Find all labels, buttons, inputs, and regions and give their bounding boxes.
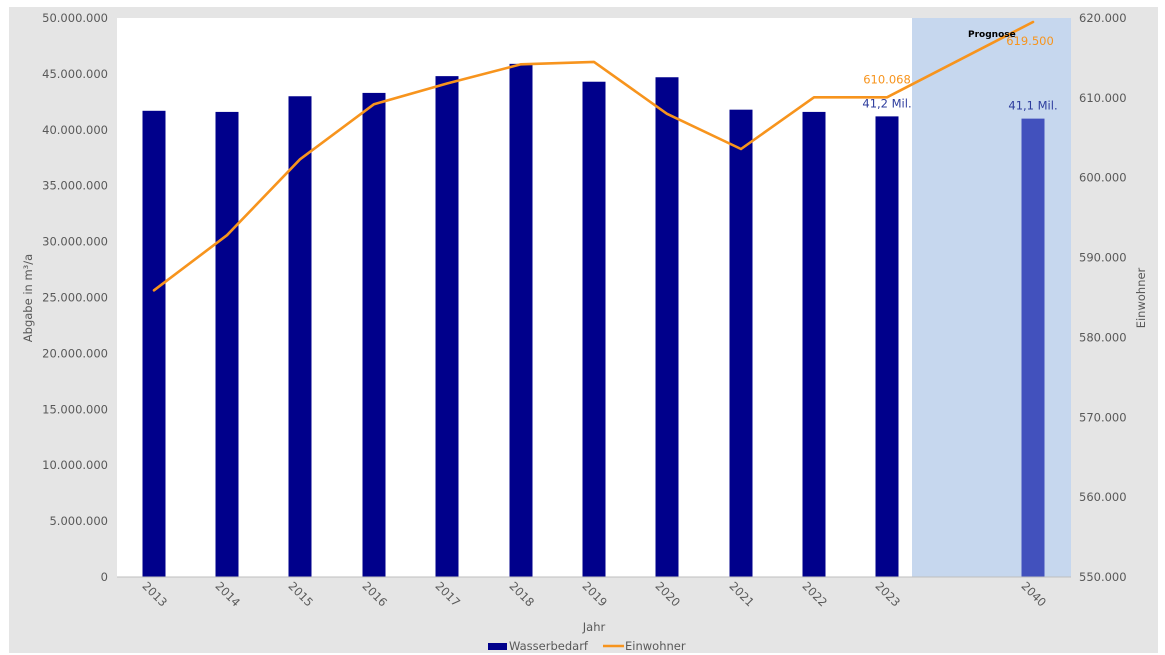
bar-2018 [509, 63, 533, 577]
bar-2019 [582, 81, 606, 577]
y-left-tick-label: 30.000.000 [42, 235, 108, 249]
legend-swatch-wasserbedarf [488, 643, 507, 650]
einwohner-line [152, 20, 1035, 292]
y-right-tick-label: 620.000 [1079, 11, 1127, 25]
bar-2017 [435, 76, 459, 578]
y-right-tick-label: 590.000 [1079, 251, 1127, 265]
bar-2016 [362, 92, 386, 577]
y-left-tick-label: 15.000.000 [42, 402, 108, 416]
y-left-tick-label: 35.000.000 [42, 179, 108, 193]
data-label-wasserbedarf-2023: 41,2 Mil. [862, 96, 911, 110]
y-right-tick-label: 560.000 [1079, 490, 1127, 504]
legend-label-wasserbedarf: Wasserbedarf [509, 639, 589, 653]
bars [142, 63, 1045, 578]
y-left-tick-label: 50.000.000 [42, 11, 108, 25]
bar-2022 [802, 111, 826, 578]
y-axis-right-title: Einwohner [1134, 267, 1148, 328]
bar-2020 [655, 77, 679, 577]
y-right-tick-label: 550.000 [1079, 570, 1127, 584]
y-left-tick-label: 5.000.000 [49, 514, 108, 528]
y-left-tick-label: 25.000.000 [42, 291, 108, 305]
y-left-tick-label: 10.000.000 [42, 458, 108, 472]
y-right-tick-label: 580.000 [1079, 330, 1127, 344]
y-axis-left: 0 5.000.000 10.000.000 15.000.000 20.000.000… [42, 11, 108, 584]
y-right-tick-label: 610.000 [1079, 91, 1127, 105]
y-axis-right: 550.000 560.000 570.000 580.000 590.000 600.0… [1079, 11, 1127, 584]
forecast-label: Prognose [968, 30, 1016, 40]
legend-label-einwohner: Einwohner [625, 639, 686, 653]
y-left-tick-label: 45.000.000 [42, 67, 108, 81]
data-label-einwohner-2040: 619.500 [1006, 34, 1054, 48]
y-left-tick-label: 0 [101, 570, 108, 584]
bar-2040 [1021, 118, 1045, 578]
y-left-tick-label: 40.000.000 [42, 123, 108, 137]
y-axis-left-title: Abgabe in m³/a [21, 254, 35, 342]
y-right-tick-label: 570.000 [1079, 410, 1127, 424]
x-axis-title: Jahr [582, 620, 606, 634]
bar-2014 [215, 111, 239, 578]
data-label-einwohner-2023: 610.068 [863, 72, 911, 86]
annotations: 41,2 Mil. 41,1 Mil. 610.068 619.500 [862, 34, 1057, 113]
y-right-tick-label: 600.000 [1079, 171, 1127, 185]
y-left-tick-label: 20.000.000 [42, 346, 108, 360]
legend: Wasserbedarf Einwohner [488, 639, 686, 653]
data-label-wasserbedarf-2040: 41,1 Mil. [1008, 99, 1057, 113]
bar-2023 [875, 116, 899, 577]
bar-2015 [288, 96, 312, 577]
bar-2021 [729, 109, 753, 578]
bar-2013 [142, 110, 166, 577]
